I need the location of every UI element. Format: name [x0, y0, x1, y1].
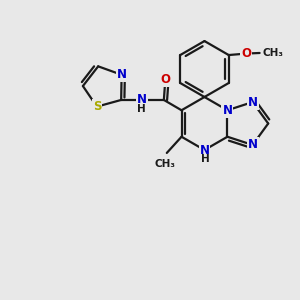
Text: CH₃: CH₃	[155, 159, 176, 170]
Text: H: H	[137, 104, 146, 114]
Text: N: N	[137, 93, 147, 106]
Text: N: N	[248, 96, 258, 109]
Text: O: O	[242, 47, 251, 60]
Text: H: H	[201, 154, 209, 164]
Text: N: N	[200, 143, 209, 157]
Text: N: N	[248, 138, 258, 152]
Text: N: N	[117, 68, 127, 81]
Text: O: O	[160, 73, 170, 86]
Text: N: N	[222, 104, 233, 117]
Text: CH₃: CH₃	[262, 48, 284, 58]
Text: S: S	[93, 100, 101, 113]
